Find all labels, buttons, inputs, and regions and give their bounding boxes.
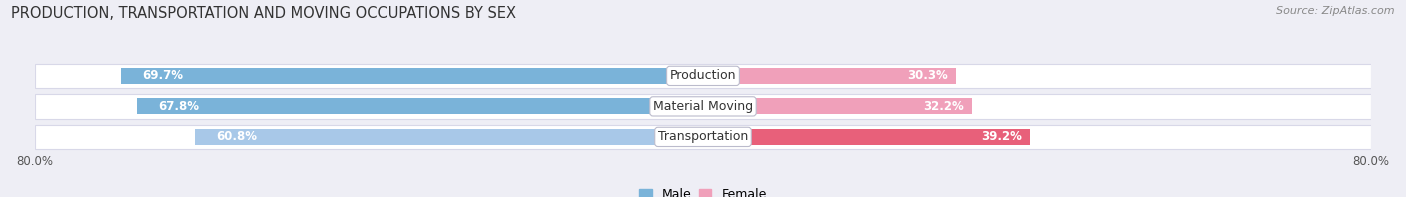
Text: 60.8%: 60.8% [217,130,257,143]
Bar [35,125,1371,149]
Bar [136,98,703,114]
Text: 67.8%: 67.8% [157,100,198,113]
Legend: Male, Female: Male, Female [634,183,772,197]
Text: 30.3%: 30.3% [907,69,948,82]
Bar [703,98,972,114]
Text: PRODUCTION, TRANSPORTATION AND MOVING OCCUPATIONS BY SEX: PRODUCTION, TRANSPORTATION AND MOVING OC… [11,6,516,21]
Text: Transportation: Transportation [658,130,748,143]
Bar [121,68,703,84]
Bar [35,64,1371,88]
Text: Material Moving: Material Moving [652,100,754,113]
Bar [703,68,956,84]
Text: 69.7%: 69.7% [142,69,183,82]
Bar [35,94,1371,119]
Text: Source: ZipAtlas.com: Source: ZipAtlas.com [1277,6,1395,16]
Text: 39.2%: 39.2% [981,130,1022,143]
Bar [703,129,1031,145]
Text: Production: Production [669,69,737,82]
Bar [195,129,703,145]
Text: 32.2%: 32.2% [922,100,963,113]
